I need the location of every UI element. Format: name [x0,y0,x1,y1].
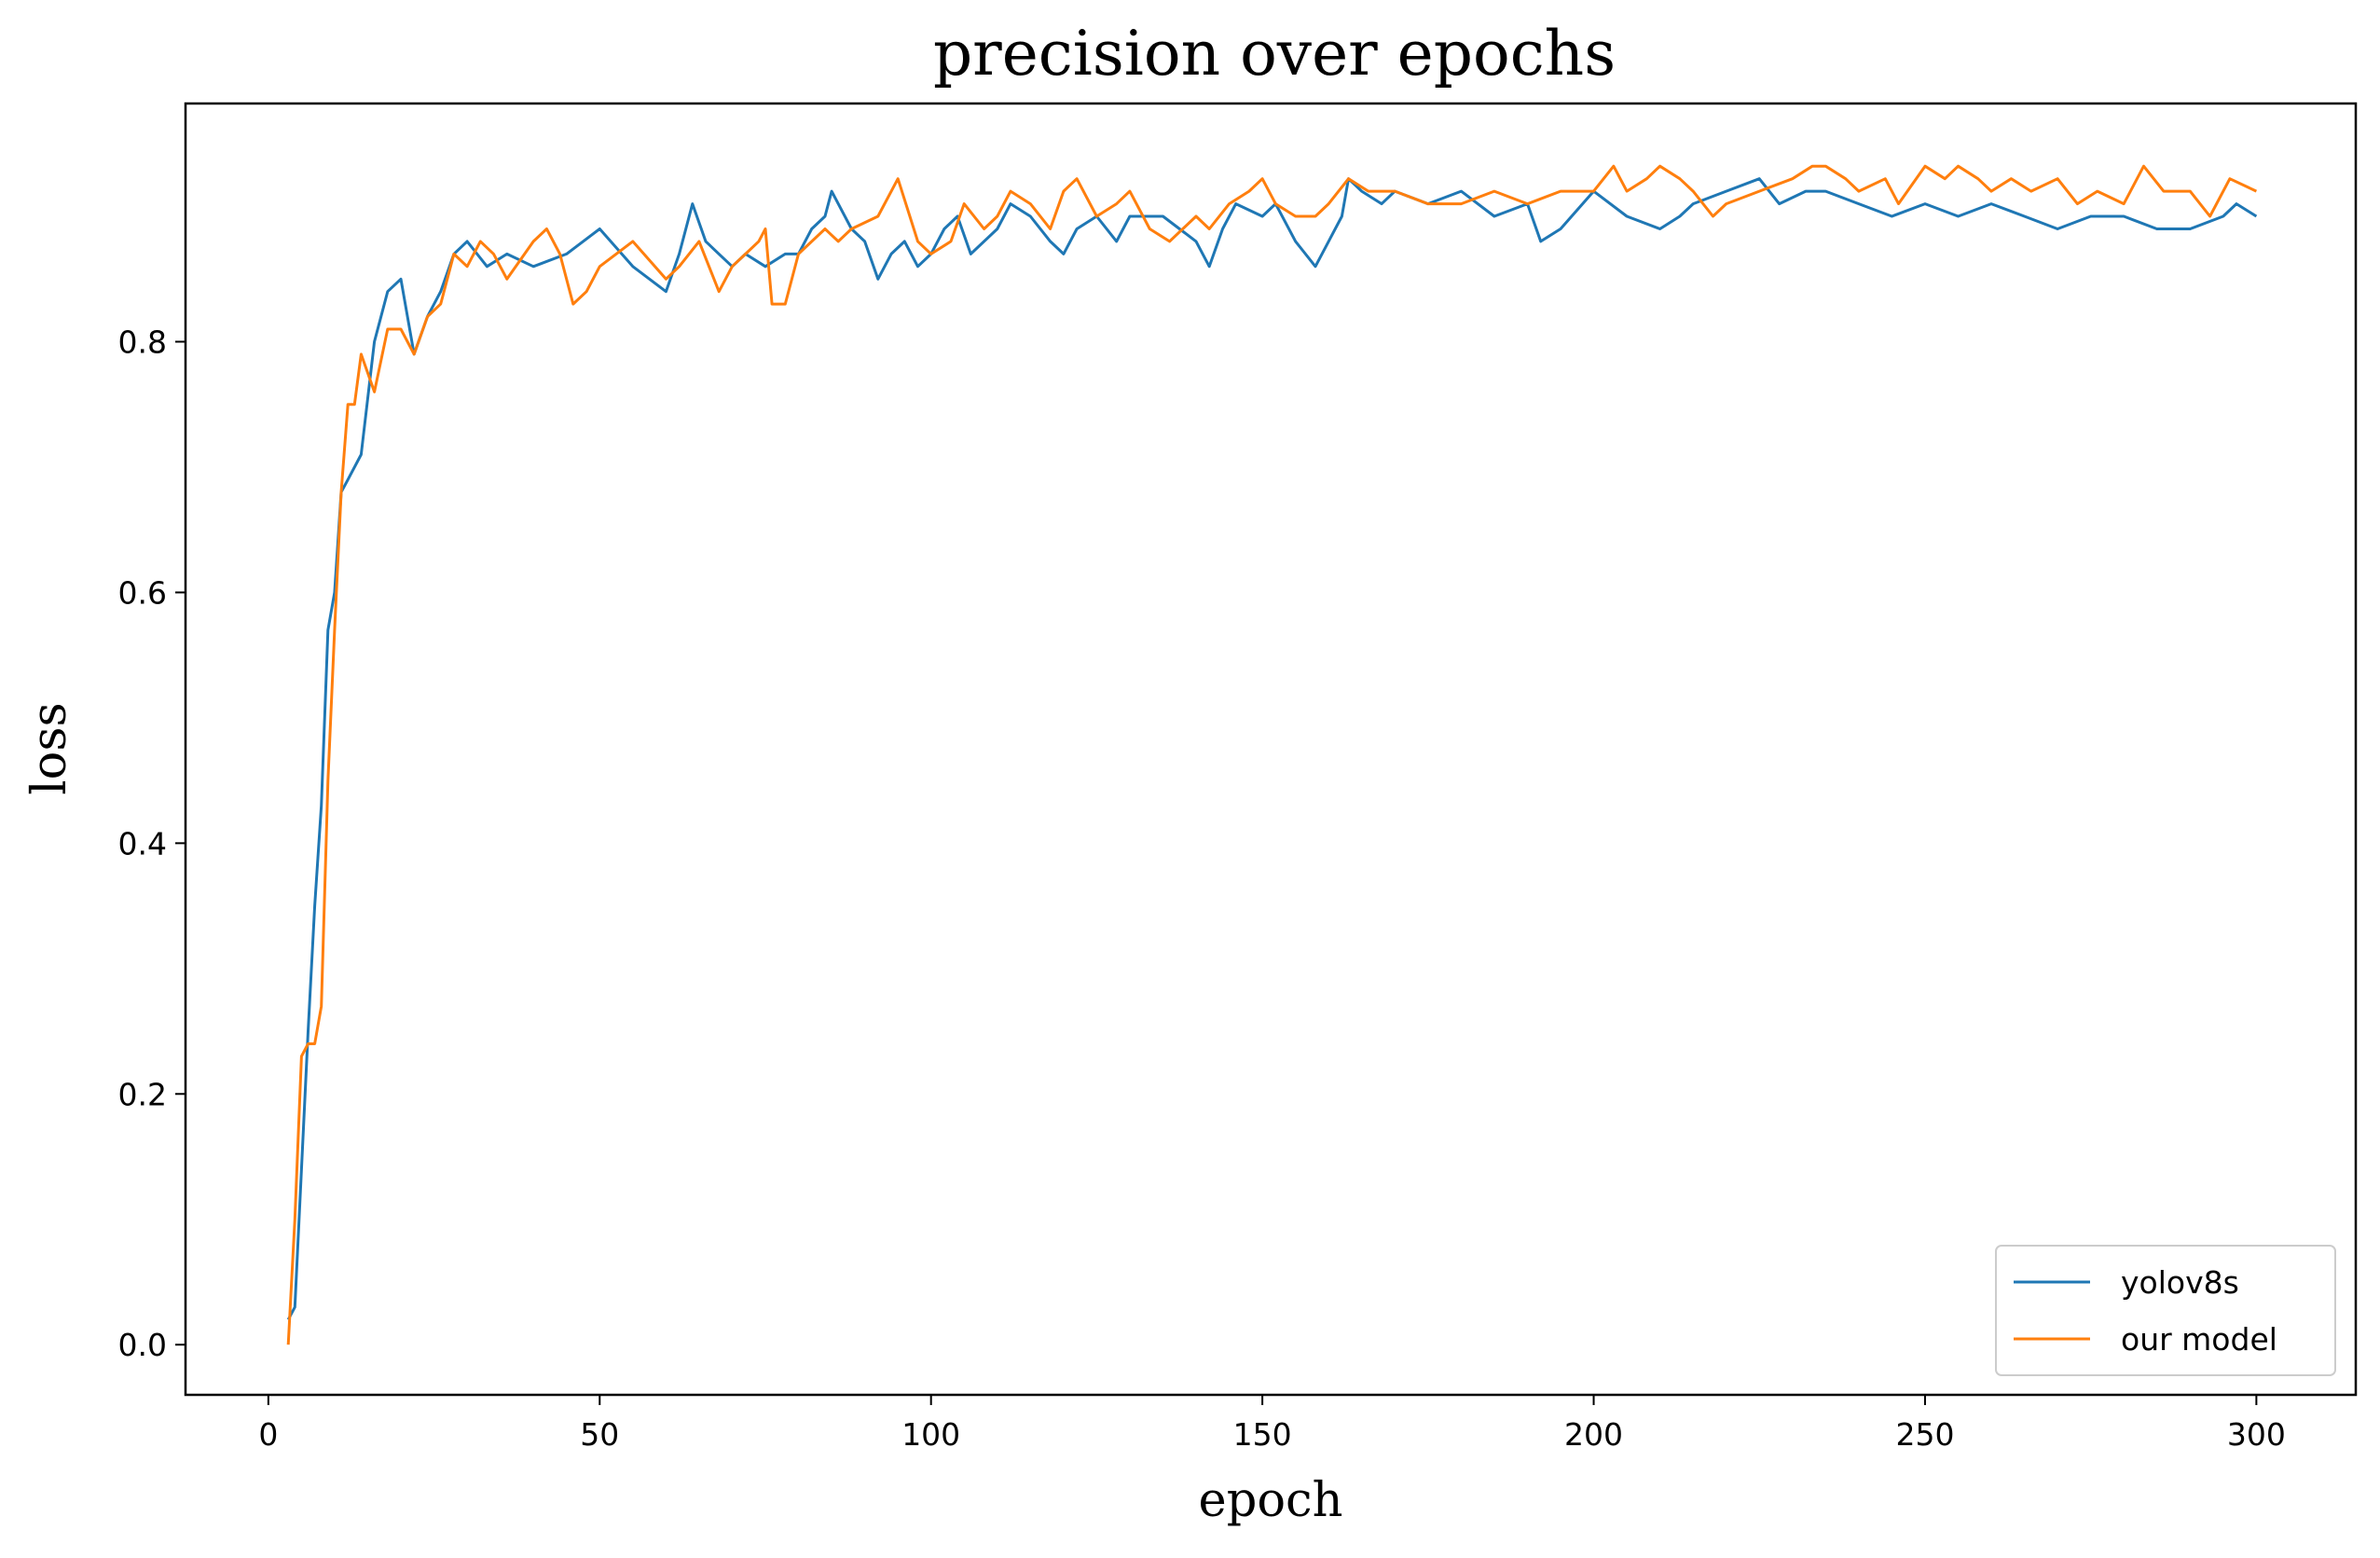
x-tick-label: 250 [1895,1416,1954,1453]
y-axis-label: loss [22,702,77,794]
chart-title: precision over epochs [933,18,1616,90]
y-tick-label: 0.8 [118,324,167,360]
x-tick-label: 300 [2227,1416,2286,1453]
plot-frame [184,102,2358,1397]
x-axis-label: epoch [1199,1473,1343,1528]
legend: yolov8s our model [1995,1245,2336,1376]
x-tick-label: 50 [580,1416,619,1453]
y-tick-label: 0.2 [118,1076,167,1112]
legend-label-yolov8s: yolov8s [2121,1264,2239,1301]
x-tick-label: 150 [1233,1416,1292,1453]
series-line-our-model [286,164,2258,1345]
legend-label-our-model: our model [2121,1321,2277,1358]
x-tick-label: 200 [1564,1416,1623,1453]
plot-area [184,102,2358,1397]
y-axis: 0.0 0.2 0.4 0.6 0.8 [118,324,186,1363]
x-tick-label: 100 [901,1416,960,1453]
x-axis: 0 50 100 150 200 250 300 [258,1395,2286,1453]
x-tick-label: 0 [258,1416,278,1453]
y-tick-label: 0.6 [118,574,167,611]
y-tick-label: 0.4 [118,825,167,862]
legend-box [1995,1245,2336,1376]
series-group [286,164,2258,1345]
y-tick-label: 0.0 [118,1327,167,1363]
